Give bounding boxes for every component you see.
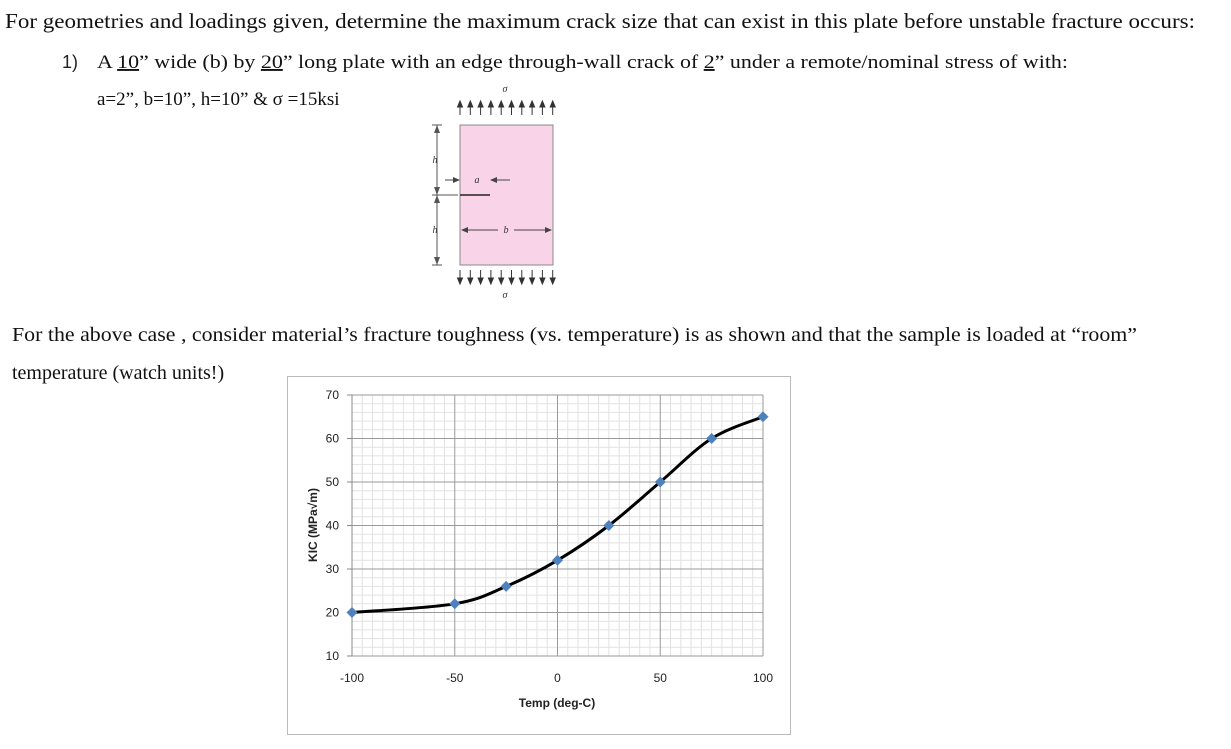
data-point bbox=[346, 607, 358, 618]
arrow-head bbox=[467, 99, 474, 108]
arrow-head bbox=[456, 99, 464, 108]
problem-segment: 2 bbox=[704, 52, 715, 73]
h-arrowheads bbox=[434, 125, 440, 265]
arrow-head bbox=[518, 99, 526, 108]
problem-segment: 10 bbox=[117, 52, 139, 73]
arrow-head bbox=[518, 277, 526, 286]
arrow-head bbox=[528, 99, 536, 108]
arrow-head bbox=[467, 277, 474, 286]
stress-arrows bbox=[456, 99, 556, 286]
problem-segment: ” under a remote/nominal stress of with: bbox=[715, 52, 1068, 73]
y-tick-label: 10 bbox=[326, 649, 340, 663]
arrow-head bbox=[477, 277, 484, 286]
arrow-head bbox=[539, 99, 546, 108]
x-tick-label: 0 bbox=[554, 671, 561, 685]
arrow-head bbox=[539, 277, 546, 286]
plate-diagram: σ σ h h a b bbox=[432, 84, 556, 301]
problem-segment: ” wide (b) by bbox=[139, 52, 261, 73]
a-label: a bbox=[475, 175, 480, 186]
x-tick-label: 50 bbox=[654, 671, 668, 685]
y-tick-label: 70 bbox=[326, 388, 340, 402]
x-axis-label: Temp (deg-C) bbox=[519, 696, 595, 710]
paragraph-line: temperature (watch units!) bbox=[12, 362, 224, 384]
data-point bbox=[500, 580, 512, 592]
h-label: h bbox=[433, 225, 438, 236]
y-axis-label: KIC (MPa√m) bbox=[306, 488, 320, 562]
h-label: h bbox=[433, 155, 438, 166]
data-point bbox=[706, 433, 718, 444]
problem-segment: 20 bbox=[261, 52, 283, 73]
data-point bbox=[757, 411, 769, 423]
arrow-head bbox=[477, 99, 484, 108]
x-tick-label: 100 bbox=[753, 671, 773, 685]
y-tick-label: 60 bbox=[326, 432, 340, 446]
x-tick-label: -50 bbox=[446, 671, 464, 685]
data-point bbox=[552, 554, 563, 566]
y-tick-label: 30 bbox=[326, 562, 340, 576]
paragraph-line: For the above case , consider material’s… bbox=[12, 324, 1137, 346]
chart-frame bbox=[287, 376, 791, 735]
arrow-head bbox=[487, 99, 495, 108]
problem-number: 1) bbox=[62, 52, 78, 72]
arrow-head bbox=[497, 99, 505, 108]
sigma-bottom: σ bbox=[503, 290, 509, 301]
data-point bbox=[449, 598, 461, 610]
chart: -100 -50 0 50 100 10 20 30 40 50 60 70 Temp (deg-C) K… bbox=[306, 388, 773, 710]
arrow-head bbox=[508, 277, 515, 286]
given-values: a=2”, b=10”, h=10” & σ =15ksi bbox=[97, 89, 340, 110]
problem-segment: A bbox=[97, 52, 117, 73]
problem-segment: ” long plate with an edge through-wall c… bbox=[283, 52, 704, 73]
y-tick-label: 20 bbox=[326, 606, 340, 620]
arrow-head bbox=[549, 277, 556, 286]
arrow-head bbox=[528, 277, 536, 286]
arrow-head bbox=[497, 277, 505, 286]
y-tick-label: 40 bbox=[326, 519, 340, 533]
header: For geometries and loadings given, deter… bbox=[5, 9, 1195, 33]
arrow-head bbox=[487, 277, 495, 286]
problem-text: A 10” wide (b) by 20” long plate with an… bbox=[97, 52, 1068, 73]
data-point bbox=[654, 476, 666, 488]
arrow-head bbox=[508, 99, 515, 108]
arrow-head bbox=[549, 99, 556, 108]
y-tick-label: 50 bbox=[326, 475, 340, 489]
b-label: b bbox=[504, 225, 509, 236]
x-tick-label: -100 bbox=[340, 671, 364, 685]
arrow-head bbox=[456, 277, 464, 286]
data-point bbox=[603, 520, 615, 531]
sigma-top: σ bbox=[503, 84, 509, 95]
